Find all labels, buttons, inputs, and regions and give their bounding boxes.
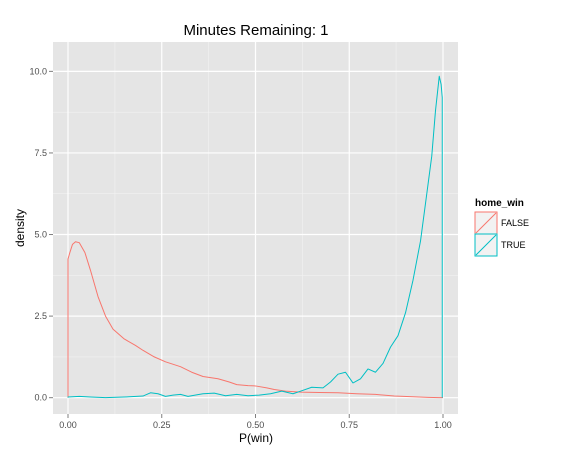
legend-swatch-line [475,212,497,234]
series-line-true [67,75,443,399]
x-axis: 0.00 0.25 0.50 0.75 1.00 [59,414,452,430]
y-tick-label: 2.5 [34,311,47,321]
y-tick-label: 5.0 [34,230,47,240]
legend-title: home_win [475,198,524,209]
series-line-false [67,241,443,399]
legend-label: TRUE [501,240,526,250]
y-tick-label: 10.0 [29,66,47,76]
y-tick-label: 7.5 [34,148,47,158]
y-tick-label: 0.0 [34,393,47,403]
x-tick-label: 0.25 [153,420,171,430]
x-tick-label: 0.50 [247,420,265,430]
y-axis: 0.0 2.5 5.0 7.5 10.0 [29,66,53,403]
legend-key-true: TRUE [474,233,526,257]
x-tick-label: 0.00 [59,420,77,430]
x-axis-title: P(win) [239,431,273,445]
x-tick-label: 0.75 [340,420,358,430]
y-axis-title: density [13,209,27,247]
x-tick-label: 1.00 [434,420,452,430]
series-layer [67,75,443,399]
legend-label: FALSE [501,218,529,228]
chart-title: Minutes Remaining: 1 [183,22,328,39]
legend-swatch-line [475,234,497,256]
legend: home_win FALSE TRUE [474,198,529,257]
legend-key-false: FALSE [474,211,529,235]
major-gridlines [53,42,458,414]
